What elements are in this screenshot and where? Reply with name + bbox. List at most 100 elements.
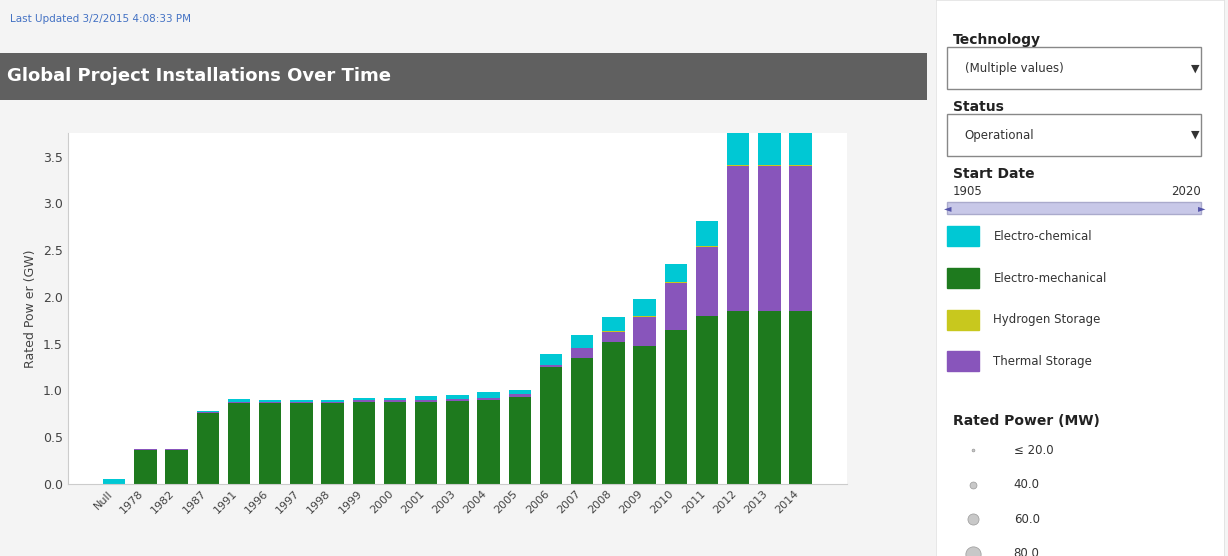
Bar [947,226,979,246]
FancyBboxPatch shape [947,47,1201,89]
Text: 40.0: 40.0 [1013,478,1040,492]
Bar [696,316,718,484]
Bar [415,396,437,400]
Text: Technology: Technology [953,33,1041,47]
Bar [696,247,718,316]
Bar [446,399,469,400]
Bar [290,400,313,401]
Text: ≤ 20.0: ≤ 20.0 [1013,444,1054,457]
Bar [727,118,749,165]
Text: ◄: ◄ [943,203,950,213]
Bar [166,450,188,484]
Bar [790,311,812,484]
Bar [290,404,313,484]
Bar [602,331,625,332]
Bar [508,397,530,484]
Bar [384,401,406,484]
Text: Electro-chemical: Electro-chemical [993,230,1092,243]
Text: ▼: ▼ [1191,63,1200,73]
Bar [571,335,593,348]
Text: 2020: 2020 [1172,185,1201,198]
Bar [134,450,157,484]
Bar [196,412,219,413]
Bar [947,310,979,330]
Bar [696,221,718,246]
Text: 80.0: 80.0 [1013,547,1040,556]
FancyBboxPatch shape [947,202,1201,214]
Bar [478,398,500,400]
Bar [602,317,625,331]
Bar [508,390,530,394]
Text: 1905: 1905 [953,185,982,198]
Bar [446,395,469,399]
Bar [540,367,562,484]
Bar [727,165,749,166]
Bar [478,392,500,398]
Bar [571,358,593,484]
Bar [634,346,656,484]
FancyBboxPatch shape [947,114,1201,156]
Bar [478,400,500,484]
Bar [290,401,313,404]
Bar [384,398,406,400]
Bar [227,401,251,404]
Bar [352,401,375,484]
Bar [259,401,281,404]
Bar [196,411,219,412]
Bar [664,330,688,484]
Bar [727,311,749,484]
Bar [196,413,219,484]
Bar [790,166,812,311]
Bar [103,479,125,484]
Text: Start Date: Start Date [953,167,1035,181]
Bar [664,264,688,282]
Text: Electro-mechanical: Electro-mechanical [993,271,1106,285]
Text: ▼: ▼ [1191,130,1200,140]
Text: Last Updated 3/2/2015 4:08:33 PM: Last Updated 3/2/2015 4:08:33 PM [10,14,190,24]
Bar [540,365,562,367]
Bar [790,107,812,165]
Bar [446,400,469,484]
Text: (Multiple values): (Multiple values) [965,62,1063,75]
Bar [758,311,781,484]
Text: Thermal Storage: Thermal Storage [993,355,1093,368]
Bar [602,332,625,342]
Bar [758,165,781,166]
Bar [227,399,251,401]
Bar [134,449,157,450]
Bar [227,404,251,484]
Bar [322,400,344,401]
Bar [352,400,375,401]
Text: ►: ► [1197,203,1205,213]
Text: Rated Power (MW): Rated Power (MW) [953,414,1100,428]
Bar [571,348,593,358]
Bar [634,316,656,346]
Bar [727,166,749,311]
Bar [166,449,188,450]
Bar [415,401,437,484]
Bar [508,394,530,397]
Text: 60.0: 60.0 [1013,513,1040,526]
Bar [322,404,344,484]
Bar [758,166,781,311]
Bar [664,283,688,330]
Bar [415,400,437,401]
Bar [634,299,656,316]
Bar [758,108,781,165]
Bar [790,165,812,166]
Bar [947,351,979,371]
Text: Status: Status [953,100,1005,114]
Text: Global Project Installations Over Time: Global Project Installations Over Time [7,67,392,86]
Y-axis label: Rated Pow er (GW): Rated Pow er (GW) [25,249,37,368]
Bar [540,354,562,365]
Bar [259,404,281,484]
Text: Operational: Operational [965,128,1034,142]
Bar [352,398,375,400]
Bar [259,400,281,401]
Bar [696,246,718,247]
Bar [602,342,625,484]
Bar [947,268,979,288]
Bar [664,282,688,283]
Bar [384,400,406,401]
Text: Hydrogen Storage: Hydrogen Storage [993,313,1100,326]
